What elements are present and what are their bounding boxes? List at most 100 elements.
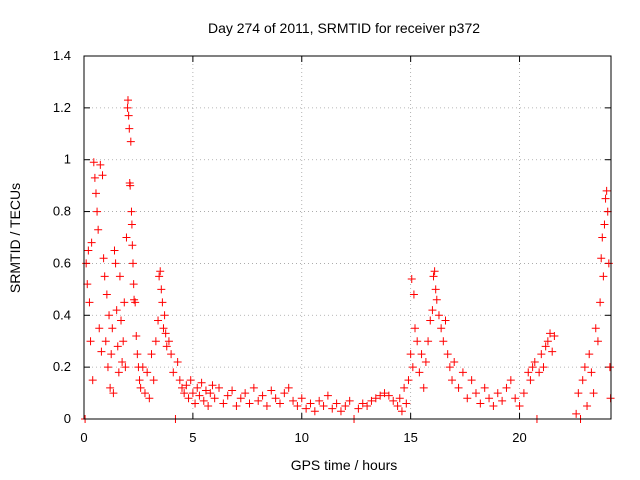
data-point bbox=[115, 272, 124, 281]
data-point bbox=[280, 389, 289, 398]
data-point bbox=[112, 306, 121, 315]
data-point bbox=[297, 394, 306, 403]
data-point bbox=[119, 337, 128, 346]
data-point bbox=[293, 402, 302, 411]
data-point bbox=[127, 220, 136, 229]
data-point bbox=[526, 376, 535, 385]
data-point bbox=[397, 407, 406, 416]
data-point bbox=[186, 376, 195, 385]
data-points bbox=[81, 96, 615, 423]
data-point bbox=[210, 394, 219, 403]
data-point bbox=[161, 329, 170, 338]
data-point bbox=[319, 402, 328, 411]
data-point bbox=[363, 402, 372, 411]
y-tick-label: 0 bbox=[64, 411, 71, 426]
data-point bbox=[332, 399, 341, 408]
data-point bbox=[450, 357, 459, 366]
data-point bbox=[99, 254, 108, 263]
data-point bbox=[437, 324, 446, 333]
data-point bbox=[599, 272, 608, 281]
data-point bbox=[604, 259, 613, 268]
data-point bbox=[454, 383, 463, 392]
data-point bbox=[145, 394, 154, 403]
data-point bbox=[530, 357, 539, 366]
data-point bbox=[223, 391, 232, 400]
data-point bbox=[439, 337, 448, 346]
y-tick-label: 0.6 bbox=[53, 255, 71, 270]
data-point bbox=[96, 160, 105, 169]
data-point bbox=[328, 404, 337, 413]
data-point bbox=[467, 376, 476, 385]
data-point bbox=[358, 399, 367, 408]
data-point bbox=[429, 272, 438, 281]
data-point bbox=[528, 363, 537, 372]
data-point bbox=[400, 383, 409, 392]
data-point bbox=[143, 368, 152, 377]
data-point bbox=[103, 363, 112, 372]
data-point bbox=[275, 399, 284, 408]
data-point bbox=[546, 329, 555, 338]
data-point bbox=[126, 137, 135, 146]
data-point bbox=[106, 383, 115, 392]
data-point bbox=[157, 285, 166, 294]
data-point bbox=[597, 254, 606, 263]
data-point bbox=[271, 394, 280, 403]
y-axis-title: SRMTID / TECUs bbox=[7, 183, 23, 293]
data-point bbox=[393, 402, 402, 411]
data-point bbox=[131, 298, 140, 307]
x-tick-label: 0 bbox=[80, 430, 87, 445]
data-point bbox=[443, 350, 452, 359]
data-point bbox=[480, 383, 489, 392]
data-point bbox=[95, 324, 104, 333]
data-point bbox=[524, 368, 533, 377]
data-point bbox=[336, 407, 345, 416]
data-point bbox=[121, 363, 130, 372]
y-tick-label: 0.4 bbox=[53, 307, 71, 322]
data-point bbox=[169, 368, 178, 377]
data-point bbox=[421, 357, 430, 366]
data-point bbox=[432, 295, 441, 304]
data-point bbox=[323, 391, 332, 400]
y-tick-label: 1.4 bbox=[53, 48, 71, 63]
data-point bbox=[199, 396, 208, 405]
data-point bbox=[107, 350, 116, 359]
data-point bbox=[88, 376, 97, 385]
data-point bbox=[82, 259, 91, 268]
data-point bbox=[384, 391, 393, 400]
data-point bbox=[406, 350, 415, 359]
data-point bbox=[138, 363, 147, 372]
data-point bbox=[109, 389, 118, 398]
data-point bbox=[204, 402, 213, 411]
y-tick-label: 0.2 bbox=[53, 359, 71, 374]
data-point bbox=[236, 394, 245, 403]
data-point bbox=[245, 399, 254, 408]
data-point bbox=[600, 220, 609, 229]
data-point bbox=[149, 376, 158, 385]
data-point bbox=[133, 350, 142, 359]
x-tick-label: 20 bbox=[512, 430, 526, 445]
data-point bbox=[156, 267, 165, 276]
data-point bbox=[603, 207, 612, 216]
x-axis-title: GPS time / hours bbox=[291, 457, 398, 473]
data-point bbox=[254, 396, 263, 405]
chart-title: Day 274 of 2011, SRMTID for receiver p37… bbox=[208, 20, 480, 36]
data-point bbox=[426, 316, 435, 325]
data-point bbox=[155, 272, 164, 281]
data-point bbox=[228, 386, 237, 395]
data-point bbox=[105, 311, 114, 320]
data-point bbox=[126, 181, 135, 190]
data-point bbox=[193, 383, 202, 392]
data-point bbox=[471, 389, 480, 398]
data-point bbox=[476, 399, 485, 408]
data-point bbox=[111, 259, 120, 268]
data-point bbox=[402, 399, 411, 408]
data-point bbox=[182, 381, 191, 390]
x-tick-label: 10 bbox=[295, 430, 309, 445]
data-point bbox=[94, 225, 103, 234]
data-point bbox=[197, 378, 206, 387]
data-point bbox=[463, 394, 472, 403]
data-point bbox=[118, 357, 127, 366]
data-point bbox=[583, 402, 592, 411]
data-point bbox=[135, 376, 144, 385]
